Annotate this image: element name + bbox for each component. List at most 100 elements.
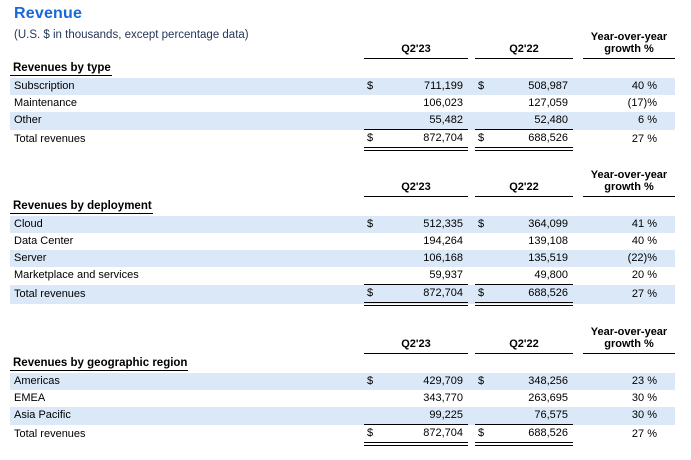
currency-symbol bbox=[475, 112, 491, 130]
value-q223: 512,335 bbox=[380, 216, 468, 233]
column-header-growth: Year-over-year growth % bbox=[583, 31, 675, 59]
value-q223: 99,225 bbox=[380, 407, 468, 425]
growth-value: 6 % bbox=[583, 112, 675, 130]
value-q222: 364,099 bbox=[491, 216, 573, 233]
value-q222: 135,519 bbox=[491, 250, 573, 267]
currency-symbol bbox=[475, 233, 491, 250]
growth-value: 27 % bbox=[631, 427, 657, 440]
row-label: Total revenues bbox=[10, 284, 364, 304]
label-column-header bbox=[10, 31, 364, 59]
currency-symbol bbox=[364, 233, 380, 250]
value-q222: 688,526 bbox=[491, 284, 573, 306]
column-spacer bbox=[468, 326, 475, 354]
total-row: Total revenues $ 872,704 $ 688,526 27 % bbox=[10, 129, 675, 151]
value-q223: 106,023 bbox=[423, 97, 463, 109]
value-q222: 508,987 bbox=[491, 78, 573, 95]
table-row: Server 106,168 135,519 (22)% bbox=[10, 250, 675, 267]
column-spacer bbox=[573, 31, 583, 59]
label-column-header bbox=[10, 326, 364, 354]
table-row: Subscription $ 711,199 $ 508,987 40 % bbox=[10, 78, 675, 95]
page-subtitle: (U.S. $ in thousands, except percentage … bbox=[14, 29, 249, 41]
currency-symbol bbox=[364, 95, 380, 112]
row-label: Marketplace and services bbox=[14, 269, 139, 282]
column-spacer bbox=[573, 326, 583, 354]
currency-symbol: $ bbox=[475, 373, 491, 390]
column-header-growth: Year-over-year growth % bbox=[583, 326, 675, 354]
revenues-by-type-table: Q2'23 Q2'22 Year-over-year growth % Reven… bbox=[10, 31, 675, 151]
currency-symbol: $ bbox=[364, 216, 380, 233]
value-q222: 139,108 bbox=[528, 235, 568, 247]
currency-symbol bbox=[364, 112, 380, 130]
value-q223: 429,709 bbox=[380, 373, 468, 390]
value-q223: 106,168 bbox=[380, 250, 468, 267]
row-label: Cloud bbox=[10, 216, 364, 233]
growth-value: 27 % bbox=[583, 284, 675, 304]
column-header-q222: Q2'22 bbox=[475, 326, 573, 354]
currency-symbol: $ bbox=[364, 424, 380, 446]
growth-value: 30 % bbox=[631, 392, 657, 404]
growth-value: 40 % bbox=[631, 235, 657, 247]
currency-symbol bbox=[364, 267, 380, 285]
value-q222: 688,526 bbox=[491, 424, 573, 446]
table-row: Data Center 194,264 139,108 40 % bbox=[10, 233, 675, 250]
revenues-by-deployment-table: Q2'23 Q2'22 Year-over-year growth % Reven… bbox=[10, 169, 675, 306]
row-label: Maintenance bbox=[14, 97, 77, 109]
column-header-q222: Q2'22 bbox=[475, 31, 573, 59]
row-label: Total revenues bbox=[14, 132, 86, 145]
growth-value: 40 % bbox=[583, 78, 675, 95]
growth-value: (17)% bbox=[627, 97, 657, 109]
column-header-row: Q2'23 Q2'22 Year-over-year growth % bbox=[10, 326, 675, 354]
row-label: Asia Pacific bbox=[10, 407, 364, 425]
value-q222: 49,800 bbox=[491, 267, 573, 285]
value-q223: 711,199 bbox=[380, 78, 468, 95]
section-heading: Revenues by type bbox=[10, 62, 112, 76]
column-header-row: Q2'23 Q2'22 Year-over-year growth % bbox=[10, 169, 675, 197]
currency-symbol bbox=[475, 407, 491, 425]
table-row: Asia Pacific 99,225 76,575 30 % bbox=[10, 407, 675, 425]
value-q223: 194,264 bbox=[423, 235, 463, 247]
section-heading: Revenues by deployment bbox=[10, 200, 153, 214]
column-spacer bbox=[573, 169, 583, 197]
row-label: Total revenues bbox=[14, 427, 86, 440]
table-row: Americas $ 429,709 $ 348,256 23 % bbox=[10, 373, 675, 390]
currency-symbol bbox=[475, 250, 491, 267]
currency-symbol: $ bbox=[475, 78, 491, 95]
currency-symbol bbox=[364, 407, 380, 425]
column-header-q223: Q2'23 bbox=[364, 326, 468, 354]
column-header-q223: Q2'23 bbox=[364, 169, 468, 197]
row-label: Subscription bbox=[10, 78, 364, 95]
total-row: Total revenues $ 872,704 $ 688,526 27 % bbox=[10, 284, 675, 306]
value-q222: 76,575 bbox=[491, 407, 573, 425]
row-label: Server bbox=[10, 250, 364, 267]
growth-value: 27 % bbox=[631, 132, 657, 145]
value-q223: 59,937 bbox=[380, 267, 468, 285]
currency-symbol: $ bbox=[364, 284, 380, 306]
revenues-by-region-table: Q2'23 Q2'22 Year-over-year growth % Reven… bbox=[10, 326, 675, 446]
page-title: Revenue bbox=[14, 5, 83, 22]
value-q222: 127,059 bbox=[528, 97, 568, 109]
row-label: Data Center bbox=[14, 235, 74, 247]
row-label: Other bbox=[10, 112, 364, 130]
value-q223: 55,482 bbox=[380, 112, 468, 130]
currency-symbol: $ bbox=[364, 373, 380, 390]
currency-symbol bbox=[475, 267, 491, 285]
value-q222: 52,480 bbox=[491, 112, 573, 130]
growth-value: (22)% bbox=[583, 250, 675, 267]
value-q222: 263,695 bbox=[528, 392, 568, 404]
growth-value: 23 % bbox=[583, 373, 675, 390]
table-row: Cloud $ 512,335 $ 364,099 41 % bbox=[10, 216, 675, 233]
row-label: EMEA bbox=[14, 392, 46, 404]
total-row: Total revenues $ 872,704 $ 688,526 27 % bbox=[10, 424, 675, 446]
value-q223: 872,704 bbox=[380, 424, 468, 446]
value-q223: 872,704 bbox=[380, 284, 468, 306]
column-header-growth: Year-over-year growth % bbox=[583, 169, 675, 197]
label-column-header bbox=[10, 169, 364, 197]
column-header-row: Q2'23 Q2'22 Year-over-year growth % bbox=[10, 31, 675, 59]
currency-symbol bbox=[364, 390, 380, 407]
currency-symbol: $ bbox=[364, 78, 380, 95]
column-spacer bbox=[468, 169, 475, 197]
section-heading-row: Revenues by deployment bbox=[10, 197, 675, 217]
document-header: Revenue (U.S. $ in thousands, except per… bbox=[14, 5, 249, 41]
section-heading: Revenues by geographic region bbox=[10, 357, 189, 371]
value-q223: 872,704 bbox=[380, 129, 468, 151]
